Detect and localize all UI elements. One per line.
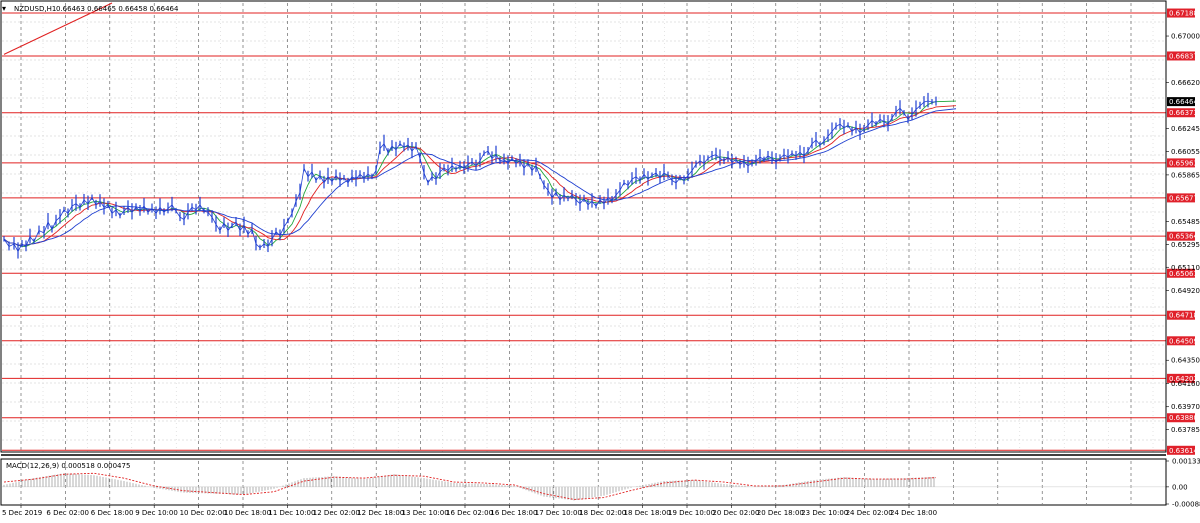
symbol-label: NZDUSD,H1 [14, 5, 56, 13]
y-tick-label: 0.67000 [1171, 33, 1200, 41]
macd-y-tick-label: -0.000883 [1172, 501, 1200, 509]
y-tick-label: 0.66245 [1171, 125, 1200, 133]
macd-panel: 0.001333 0.00 -0.000883 [2, 458, 1200, 509]
current-price-label: 0.66464 [1169, 98, 1198, 106]
level-tag-label: 0.65963 [1169, 159, 1198, 167]
level-tag-label: 0.63880 [1169, 414, 1198, 422]
macd-y-tick-label: 0.00 [1172, 483, 1188, 491]
x-tick-label: 16 Dec 18:00 [490, 509, 537, 517]
level-tag [1167, 310, 1195, 320]
level-tag-label: 0.65061 [1169, 270, 1198, 278]
level-tag-label: 0.67188 [1169, 10, 1198, 18]
current-price-tag [1167, 97, 1195, 107]
x-tick-label: 20 Dec 02:00 [712, 509, 759, 517]
x-tick-label: 6 Dec 18:00 [91, 509, 134, 517]
x-tick-label: 11 Dec 10:00 [268, 509, 315, 517]
main-panel-frame [0, 0, 1167, 453]
level-tag [1167, 336, 1195, 346]
y-tick-label: 0.65110 [1171, 264, 1200, 272]
ma-slow-line [3, 108, 957, 246]
level-tag-label: 0.64509 [1169, 337, 1198, 345]
level-tag [1167, 51, 1195, 61]
level-tag [1167, 158, 1195, 168]
level-tag-label: 0.65677 [1169, 194, 1198, 202]
y-tick-label: 0.63970 [1171, 403, 1200, 411]
x-tick-label: 18 Dec 18:00 [624, 509, 671, 517]
level-tag [1167, 193, 1195, 203]
y-tick-label: 0.66055 [1171, 148, 1200, 156]
x-tick-label: 17 Dec 10:00 [535, 509, 582, 517]
x-tick-label: 10 Dec 02:00 [180, 509, 227, 517]
level-tag-label: 0.66373 [1169, 109, 1198, 117]
level-tag [1167, 8, 1195, 18]
x-tick-label: 19 Dec 10:00 [668, 509, 715, 517]
x-tick-label: 23 Dec 10:00 [801, 509, 848, 517]
level-tag [1167, 108, 1195, 118]
panel-frames [0, 0, 1167, 506]
macd-signal-line [3, 472, 937, 500]
grid [2, 3, 1166, 504]
y-tick-label: 0.64350 [1171, 357, 1200, 365]
y-tick-label: 0.66620 [1171, 79, 1200, 87]
x-tick-label: 16 Dec 02:00 [446, 509, 493, 517]
x-tick-label: 9 Dec 10:00 [135, 509, 178, 517]
price-line [3, 100, 937, 253]
macd-label: MACD(12,26,9) 0.000518 0.000475 [6, 462, 130, 470]
ohlc-label: 0.66463 0.66465 0.66458 0.66464 [56, 5, 179, 13]
y-tick-label: 0.63785 [1171, 426, 1200, 434]
level-tag-label: 0.63614 [1169, 447, 1198, 455]
ma-mid-line [3, 105, 957, 246]
trend-line-segment[interactable] [3, 2, 113, 55]
y-tick-label: 0.65865 [1171, 171, 1200, 179]
x-tick-label: 12 Dec 18:00 [357, 509, 404, 517]
moving-averages [3, 100, 957, 247]
trend-line[interactable] [3, 2, 113, 55]
level-tag [1167, 445, 1195, 455]
level-tag [1167, 231, 1195, 241]
level-tag-label: 0.64202 [1169, 375, 1198, 383]
price-axis: 0.67188 0.66837 0.66373 0.65963 0.65677 0.653… [1166, 8, 1200, 455]
macd-panel-frame [0, 458, 1167, 506]
price-series [3, 92, 937, 259]
level-tag-label: 0.66837 [1169, 52, 1198, 60]
horizontal-levels [2, 12, 1166, 451]
level-tag-label: 0.64718 [1169, 312, 1198, 320]
x-tick-label: 20 Dec 18:00 [757, 509, 804, 517]
time-axis: 5 Dec 2019 6 Dec 02:00 6 Dec 18:00 9 Dec 10… [2, 505, 937, 517]
collapse-icon[interactable]: ▾ [2, 4, 6, 13]
y-tick-label: 0.65485 [1171, 218, 1200, 226]
y-tick-label: 0.64920 [1171, 287, 1200, 295]
x-tick-label: 18 Dec 02:00 [579, 509, 626, 517]
x-tick-label: 12 Dec 02:00 [313, 509, 360, 517]
x-tick-label: 24 Dec 18:00 [890, 509, 937, 517]
x-tick-label: 6 Dec 02:00 [46, 509, 89, 517]
level-tag [1167, 413, 1195, 423]
level-tag [1167, 373, 1195, 383]
level-tag [1167, 268, 1195, 278]
x-tick-label: 13 Dec 10:00 [402, 509, 449, 517]
x-tick-label: 5 Dec 2019 [2, 509, 42, 517]
macd-y-tick-label: 0.001333 [1172, 458, 1200, 466]
y-tick-label: 0.65295 [1171, 241, 1200, 249]
x-tick-label: 10 Dec 18:00 [224, 509, 271, 517]
x-tick-label: 24 Dec 02:00 [846, 509, 893, 517]
y-tick-label: 0.64160 [1171, 380, 1200, 388]
level-tag-label: 0.65364 [1169, 233, 1198, 241]
